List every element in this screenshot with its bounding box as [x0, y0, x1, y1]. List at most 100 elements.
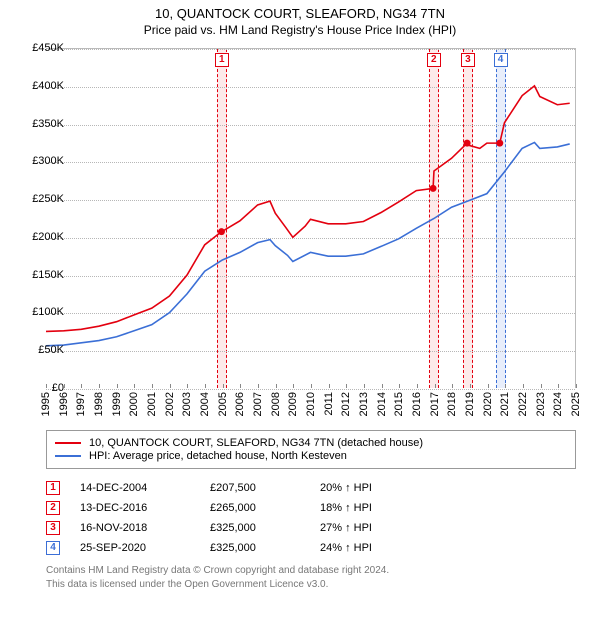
- x-tick: [399, 384, 400, 388]
- sale-dot: [496, 140, 503, 147]
- x-tick: [505, 384, 506, 388]
- sale-hpi: 20% ↑ HPI: [320, 482, 410, 494]
- x-tick: [258, 384, 259, 388]
- x-tick: [240, 384, 241, 388]
- x-axis-label: 2012: [340, 392, 352, 416]
- x-axis-label: 2025: [570, 392, 582, 416]
- x-tick: [81, 384, 82, 388]
- x-axis-label: 2021: [499, 392, 511, 416]
- y-axis-label: £350K: [20, 118, 64, 130]
- x-axis-label: 2019: [464, 392, 476, 416]
- x-axis-label: 1997: [75, 392, 87, 416]
- sale-date: 25-SEP-2020: [80, 542, 210, 554]
- sale-date: 14-DEC-2004: [80, 482, 210, 494]
- sale-row: 425-SEP-2020£325,00024% ↑ HPI: [46, 538, 576, 558]
- sale-price: £325,000: [210, 542, 320, 554]
- sale-price: £325,000: [210, 522, 320, 534]
- x-tick: [452, 384, 453, 388]
- x-axis-label: 2022: [517, 392, 529, 416]
- x-tick: [576, 384, 577, 388]
- legend-label: HPI: Average price, detached house, Nort…: [89, 450, 347, 462]
- marker-box: 1: [215, 53, 229, 67]
- x-tick: [187, 384, 188, 388]
- marker-box: 4: [494, 53, 508, 67]
- x-axis-label: 2000: [128, 392, 140, 416]
- series-subject: [46, 86, 570, 332]
- y-axis-label: £150K: [20, 269, 64, 281]
- sale-row: 114-DEC-2004£207,50020% ↑ HPI: [46, 478, 576, 498]
- footer-line-1: Contains HM Land Registry data © Crown c…: [46, 564, 576, 578]
- sale-marker-box: 2: [46, 501, 60, 515]
- x-axis-label: 2018: [446, 392, 458, 416]
- x-axis-label: 1995: [40, 392, 52, 416]
- sale-hpi: 18% ↑ HPI: [320, 502, 410, 514]
- x-tick: [170, 384, 171, 388]
- y-axis-label: £450K: [20, 42, 64, 54]
- x-axis-label: 1999: [111, 392, 123, 416]
- sale-dot: [430, 185, 437, 192]
- sale-marker-box: 4: [46, 541, 60, 555]
- x-tick: [329, 384, 330, 388]
- x-axis-label: 2008: [270, 392, 282, 416]
- x-tick: [276, 384, 277, 388]
- legend-row: HPI: Average price, detached house, Nort…: [55, 450, 567, 462]
- x-tick: [470, 384, 471, 388]
- sale-marker-box: 3: [46, 521, 60, 535]
- title-main: 10, QUANTOCK COURT, SLEAFORD, NG34 7TN: [0, 6, 600, 21]
- x-axis-label: 2006: [234, 392, 246, 416]
- x-axis-label: 1998: [93, 392, 105, 416]
- x-tick: [382, 384, 383, 388]
- x-axis-label: 2014: [376, 392, 388, 416]
- y-axis-label: £400K: [20, 80, 64, 92]
- x-axis-label: 2024: [552, 392, 564, 416]
- x-tick: [346, 384, 347, 388]
- x-tick: [435, 384, 436, 388]
- legend-swatch: [55, 442, 81, 444]
- x-axis-label: 2016: [411, 392, 423, 416]
- x-tick: [541, 384, 542, 388]
- y-axis-label: £250K: [20, 193, 64, 205]
- x-axis-label: 2001: [146, 392, 158, 416]
- y-axis-label: £300K: [20, 155, 64, 167]
- sale-row: 213-DEC-2016£265,00018% ↑ HPI: [46, 498, 576, 518]
- sale-date: 13-DEC-2016: [80, 502, 210, 514]
- x-axis-label: 2010: [305, 392, 317, 416]
- sale-row: 3 16-NOV-2018£325,00027% ↑ HPI: [46, 518, 576, 538]
- plot-svg: [46, 49, 575, 388]
- sale-marker-box: 1: [46, 481, 60, 495]
- x-axis-label: 2007: [252, 392, 264, 416]
- series-hpi: [46, 142, 570, 345]
- sale-hpi: 27% ↑ HPI: [320, 522, 410, 534]
- x-axis-label: 2020: [482, 392, 494, 416]
- sales-table: 114-DEC-2004£207,50020% ↑ HPI213-DEC-201…: [46, 478, 576, 558]
- title-sub: Price paid vs. HM Land Registry's House …: [0, 23, 600, 37]
- x-axis-label: 1996: [58, 392, 70, 416]
- x-axis-label: 2023: [535, 392, 547, 416]
- x-axis-label: 2002: [164, 392, 176, 416]
- legend: 10, QUANTOCK COURT, SLEAFORD, NG34 7TN (…: [46, 430, 576, 469]
- x-tick: [117, 384, 118, 388]
- footer-line-2: This data is licensed under the Open Gov…: [46, 578, 576, 592]
- y-axis-label: £50K: [20, 344, 64, 356]
- x-tick: [152, 384, 153, 388]
- gridline: [46, 389, 575, 390]
- x-axis-label: 2017: [429, 392, 441, 416]
- legend-row: 10, QUANTOCK COURT, SLEAFORD, NG34 7TN (…: [55, 437, 567, 449]
- y-axis-label: £200K: [20, 231, 64, 243]
- x-axis-label: 2013: [358, 392, 370, 416]
- x-axis-label: 2003: [181, 392, 193, 416]
- chart-container: 10, QUANTOCK COURT, SLEAFORD, NG34 7TN P…: [0, 0, 600, 620]
- x-tick: [223, 384, 224, 388]
- x-tick: [364, 384, 365, 388]
- x-tick: [523, 384, 524, 388]
- sale-date: 16-NOV-2018: [80, 522, 210, 534]
- x-tick: [488, 384, 489, 388]
- x-axis-label: 2015: [393, 392, 405, 416]
- x-axis-label: 2009: [287, 392, 299, 416]
- x-axis-label: 2011: [323, 392, 335, 416]
- y-axis-label: £100K: [20, 306, 64, 318]
- titles: 10, QUANTOCK COURT, SLEAFORD, NG34 7TN P…: [0, 0, 600, 37]
- x-tick: [205, 384, 206, 388]
- x-tick: [99, 384, 100, 388]
- x-tick: [417, 384, 418, 388]
